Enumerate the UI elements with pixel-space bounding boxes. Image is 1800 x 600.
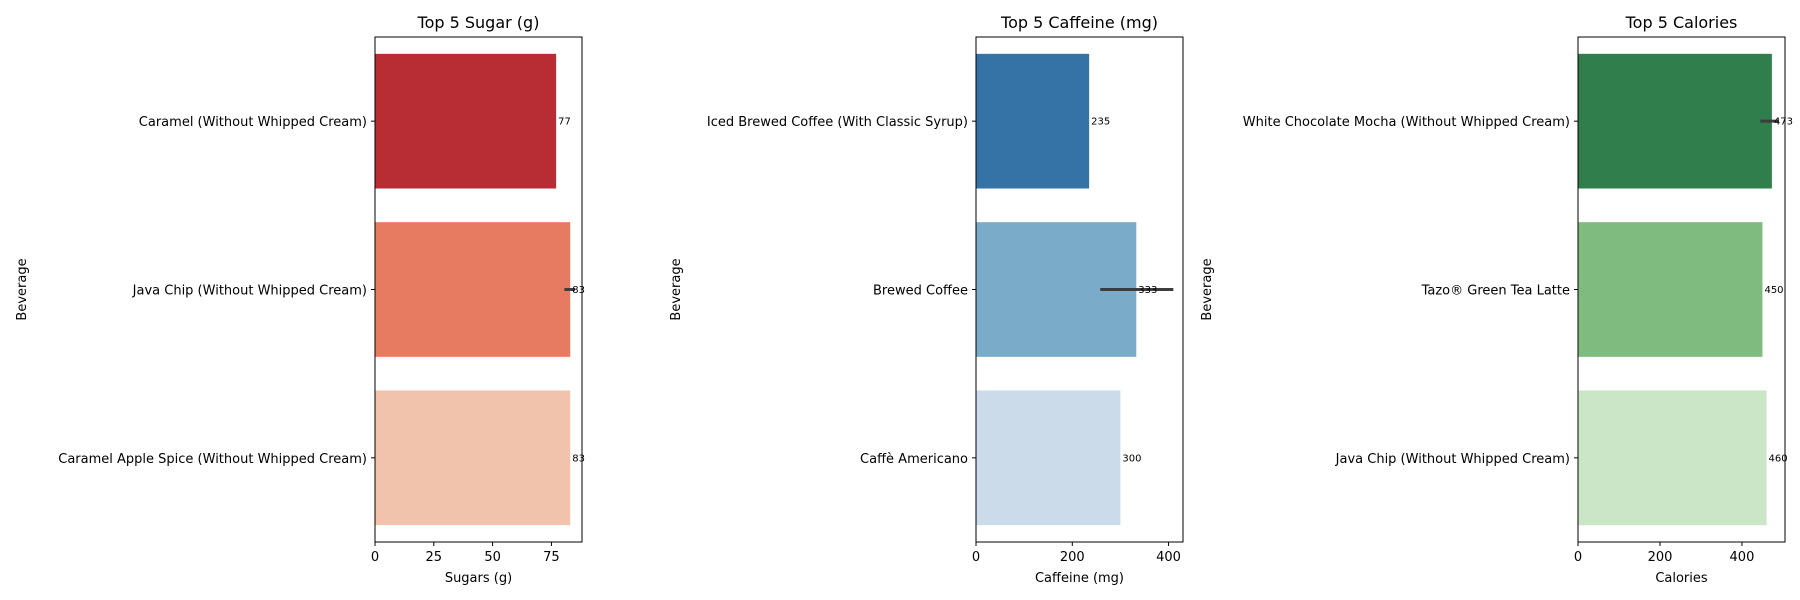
y-tick-label: Java Chip (Without Whipped Cream) — [132, 284, 367, 299]
bar — [375, 390, 571, 526]
y-axis-label: Beverage — [15, 258, 30, 320]
y-tick-label: Caffè Americano — [860, 452, 968, 467]
y-axis-label: Beverage — [1200, 258, 1215, 320]
data-label: 300 — [1122, 453, 1141, 464]
data-label: 77 — [558, 117, 571, 128]
bar — [375, 222, 571, 357]
x-tick-label: 0 — [1574, 550, 1582, 565]
y-tick-label: Iced Brewed Coffee (With Classic Syrup) — [707, 115, 968, 130]
y-tick-label: Java Chip (Without Whipped Cream) — [1335, 452, 1570, 467]
chart-panel-1: 77 83 83 Caramel (Without Whipped Cream) Jav… — [15, 13, 585, 586]
data-label: 450 — [1764, 285, 1783, 296]
x-tick-label: 25 — [426, 550, 443, 565]
bar — [1578, 390, 1767, 526]
y-tick-label: White Chocolate Mocha (Without Whipped C… — [1243, 115, 1570, 130]
data-label: 83 — [572, 453, 585, 464]
data-label: 473 — [1774, 117, 1793, 128]
data-label: 235 — [1091, 117, 1110, 128]
y-tick-label: Caramel (Without Whipped Cream) — [139, 115, 367, 130]
y-tick-label: Caramel Apple Spice (Without Whipped Cre… — [58, 452, 367, 467]
x-axis-label: Calories — [1655, 571, 1708, 586]
x-tick-label: 200 — [1060, 550, 1085, 565]
bar — [1578, 53, 1772, 189]
data-label: 83 — [572, 285, 585, 296]
bar — [976, 53, 1090, 189]
x-axis-label: Caffeine (mg) — [1035, 571, 1124, 586]
x-tick-label: 400 — [1156, 550, 1181, 565]
x-axis-label: Sugars (g) — [445, 571, 512, 586]
x-tick-label: 400 — [1730, 550, 1755, 565]
y-tick-label: Tazo® Green Tea Latte — [1421, 284, 1570, 299]
chart-panel-3: 473 450 460 White Chocolate Mocha (Without … — [1200, 13, 1793, 586]
x-tick-label: 75 — [543, 550, 560, 565]
x-tick-label: 200 — [1648, 550, 1673, 565]
chart-panel-2: 235 333 300 Iced Brewed Coffee (With Classi… — [669, 13, 1184, 586]
chart-title: Top 5 Sugar (g) — [417, 13, 540, 32]
x-tick-label: 0 — [972, 550, 980, 565]
x-tick-label: 0 — [371, 550, 379, 565]
y-axis-label: Beverage — [669, 258, 684, 320]
bar — [375, 53, 557, 189]
chart-title: Top 5 Caffeine (mg) — [1000, 13, 1158, 32]
data-label: 333 — [1138, 285, 1157, 296]
chart-title: Top 5 Calories — [1625, 13, 1738, 32]
bar — [1578, 222, 1763, 357]
y-tick-label: Brewed Coffee — [873, 284, 968, 299]
bar — [976, 390, 1121, 526]
x-tick-label: 50 — [484, 550, 501, 565]
data-label: 460 — [1769, 453, 1788, 464]
